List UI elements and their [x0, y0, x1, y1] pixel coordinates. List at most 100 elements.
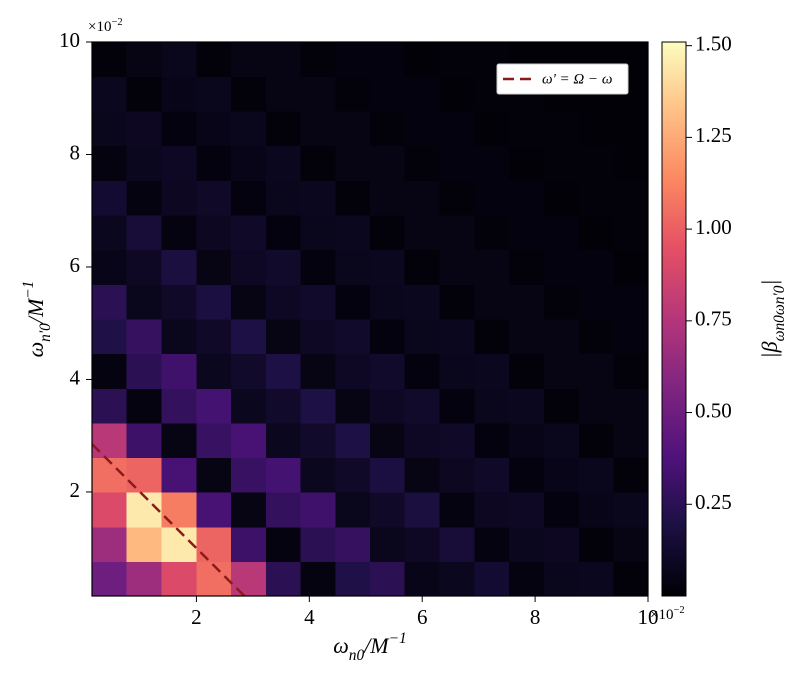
- y-tick-label: 2: [70, 478, 81, 502]
- heat-cell: [439, 491, 476, 528]
- heat-cell: [231, 284, 267, 320]
- heat-cell: [474, 284, 510, 320]
- heat-cell: [231, 42, 267, 77]
- heat-cell: [231, 249, 267, 286]
- heat-cell: [265, 353, 302, 389]
- x-tick-label: 2: [191, 605, 202, 629]
- heat-cell: [544, 526, 580, 563]
- heat-cell: [404, 214, 441, 251]
- heat-cell: [474, 388, 510, 424]
- heat-cell: [231, 145, 267, 181]
- heat-cell: [92, 353, 128, 389]
- heat-cell: [613, 353, 648, 389]
- heat-cell: [92, 110, 128, 147]
- heat-cell: [613, 561, 648, 596]
- heat-cell: [196, 42, 232, 77]
- heat-cell: [265, 110, 302, 147]
- heat-cell: [439, 110, 476, 147]
- heat-cell: [265, 284, 302, 320]
- heat-cell: [544, 388, 580, 424]
- heat-cell: [335, 561, 371, 596]
- heat-cell: [196, 284, 232, 320]
- heat-cell: [300, 145, 336, 181]
- heat-cell: [404, 110, 441, 147]
- heat-cell: [370, 284, 406, 320]
- heat-cell: [231, 76, 267, 112]
- heat-cell: [196, 491, 232, 528]
- y-axis-label-part: n'0: [37, 323, 54, 342]
- heat-cell: [92, 249, 128, 286]
- heat-cell: [439, 214, 476, 251]
- heat-cell: [439, 353, 476, 389]
- heat-cell: [161, 561, 198, 596]
- heat-cell: [300, 491, 336, 528]
- heat-cell: [161, 42, 198, 77]
- heat-cell: [370, 457, 406, 493]
- heat-cell: [231, 353, 267, 389]
- heat-cell: [300, 110, 336, 147]
- heat-cell: [613, 145, 648, 181]
- heat-cell: [613, 319, 648, 355]
- heat-cell: [335, 110, 371, 147]
- heat-cell: [161, 284, 198, 320]
- legend-box: [496, 63, 629, 95]
- offset-text-part: ×10: [88, 19, 111, 35]
- heat-cell: [474, 561, 510, 596]
- heat-cell: [578, 319, 615, 355]
- heat-cell: [335, 214, 371, 251]
- y-tick-label: 6: [70, 253, 81, 277]
- heat-cell: [404, 388, 441, 424]
- heat-cell: [231, 110, 267, 147]
- heat-cell: [335, 353, 371, 389]
- heat-cell: [126, 284, 163, 320]
- heat-cell: [335, 388, 371, 424]
- x-tick-label: 10: [638, 605, 659, 629]
- heat-cell: [370, 214, 406, 251]
- colorbar-label-part: |: [757, 280, 782, 286]
- heat-cell: [300, 457, 336, 493]
- colorbar-label: |βωn0ωn'0|: [757, 280, 788, 359]
- heat-cell: [439, 457, 476, 493]
- heat-cell: [370, 110, 406, 147]
- heat-cell: [439, 422, 476, 458]
- heat-cell: [335, 284, 371, 320]
- heat-cell: [370, 76, 406, 112]
- heat-cell: [544, 145, 580, 181]
- heat-cell: [265, 491, 302, 528]
- x-axis-label-part: ω: [333, 633, 349, 658]
- heat-cell: [404, 561, 441, 596]
- heat-cell: [231, 422, 267, 458]
- heat-cell: [300, 284, 336, 320]
- heat-cell: [578, 284, 615, 320]
- heat-cell: [92, 388, 128, 424]
- heat-cell: [335, 249, 371, 286]
- heat-cell: [196, 145, 232, 181]
- x-axis-label-part: n0: [349, 647, 365, 664]
- heat-cell: [161, 457, 198, 493]
- heat-cell: [196, 422, 232, 458]
- heat-cell: [404, 249, 441, 286]
- heat-cell: [300, 249, 336, 286]
- heat-cell: [265, 180, 302, 216]
- heat-cell: [404, 76, 441, 112]
- heat-cell: [509, 457, 545, 493]
- heat-cell: [370, 526, 406, 563]
- plot-frame: [91, 41, 649, 597]
- heat-cell: [474, 457, 510, 493]
- heat-cell: [509, 422, 545, 458]
- heat-cell: [335, 491, 371, 528]
- heat-cell: [404, 284, 441, 320]
- heat-cell: [613, 526, 648, 563]
- heat-cell: [474, 214, 510, 251]
- offset-text-part: −2: [111, 17, 122, 28]
- heat-cell: [404, 526, 441, 563]
- heat-cell: [161, 110, 198, 147]
- x-tick-label: 4: [304, 605, 315, 629]
- heat-cell: [578, 457, 615, 493]
- heat-cell: [578, 180, 615, 216]
- heat-cell: [196, 353, 232, 389]
- heat-cell: [544, 491, 580, 528]
- heat-cell: [439, 526, 476, 563]
- heat-cell: [578, 526, 615, 563]
- heat-cell: [265, 561, 302, 596]
